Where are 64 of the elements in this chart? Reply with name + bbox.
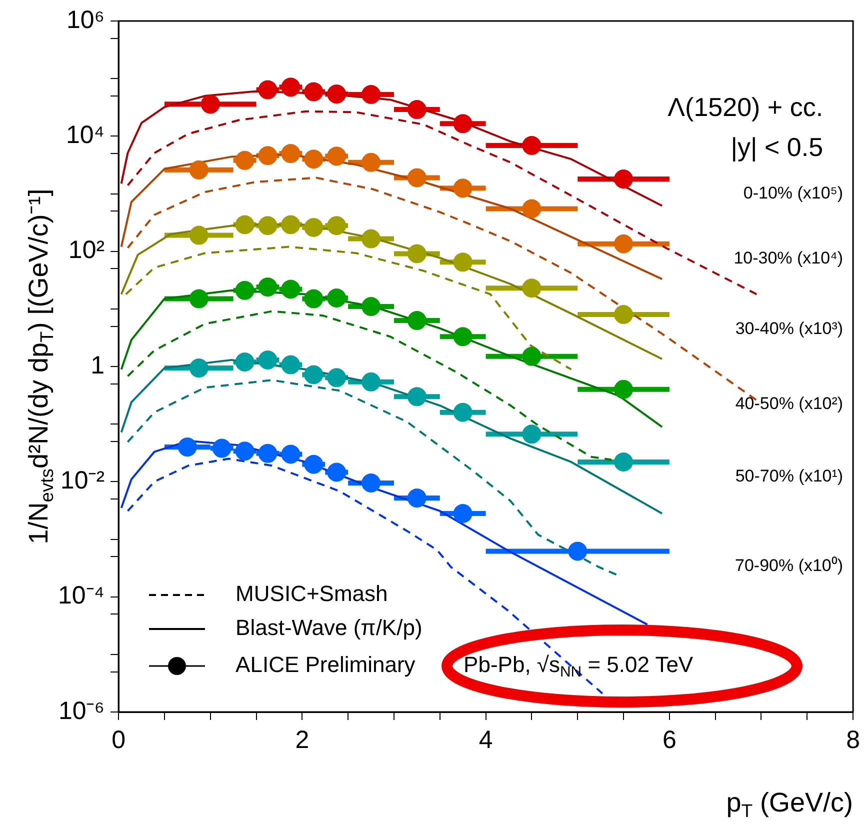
line-series [124,246,572,370]
point [407,168,426,188]
point [614,380,634,399]
x-tick-label: 8 [846,726,860,754]
y-tick-label: 10² [68,236,105,264]
point [522,346,542,366]
annotation: MUSIC+Smash [236,581,388,606]
y-tick-label: 10⁻⁶ [58,696,105,725]
point [189,289,208,308]
point [614,304,634,324]
point [453,114,472,134]
point [189,226,208,245]
point [304,454,324,474]
point [362,229,381,248]
text: 30-40% (x10³) [735,319,844,338]
point [189,160,208,180]
point [178,438,197,456]
text: 40-50% (x10²) [735,394,844,414]
point [453,178,472,198]
annotation: Blast-Wave (π/K/p) [236,615,422,640]
text: 0-10% (x10⁵) [743,184,844,203]
point [362,297,381,316]
text: 50-70% (x10¹) [735,466,844,486]
point [327,462,346,482]
text: 10-30% (x10⁴) [734,248,844,268]
y-tick-label: 10⁶ [66,6,105,34]
point [522,199,542,218]
x-tick-label: 2 [295,726,310,754]
line-series [126,379,618,576]
annotation: |y| < 0.5 [730,132,824,162]
point [614,452,634,472]
point [614,170,634,189]
point [407,244,426,264]
y-tick-label: 10⁻² [60,466,105,495]
x-tick-label: 6 [662,726,676,754]
annotation: ALICE Preliminary [236,652,416,678]
point [522,136,542,155]
point [453,327,472,346]
point [362,152,381,172]
point [189,358,208,378]
point [453,252,472,272]
y-tick-label: 10⁻⁴ [58,582,105,610]
point [453,504,472,523]
text: 70-90% (x10⁰) [735,556,844,575]
point [522,424,542,444]
point [407,488,426,508]
point [362,372,381,392]
point [522,278,542,298]
point [453,402,472,422]
point [407,100,426,120]
y-tick-label: 1 [90,351,105,380]
point [200,94,220,114]
point [362,473,381,492]
y-tick-label: 10⁴ [66,121,105,150]
x-tick-label: 0 [112,726,126,754]
y-axis-title: 1/Nevtsd²N/(dy dpT) [(GeV/c)⁻¹] [23,188,58,544]
point [614,234,634,254]
point [362,84,381,104]
annotation: Λ(1520) + cc. [668,92,824,122]
point [407,387,426,406]
point [568,542,588,561]
x-tick-label: 4 [478,726,493,754]
point [407,310,426,330]
line-series [126,310,613,461]
